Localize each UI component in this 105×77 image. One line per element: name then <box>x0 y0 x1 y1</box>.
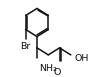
Text: NH₂: NH₂ <box>39 64 57 73</box>
Text: O: O <box>53 68 61 77</box>
Text: Br: Br <box>21 42 31 51</box>
Text: OH: OH <box>75 54 89 63</box>
